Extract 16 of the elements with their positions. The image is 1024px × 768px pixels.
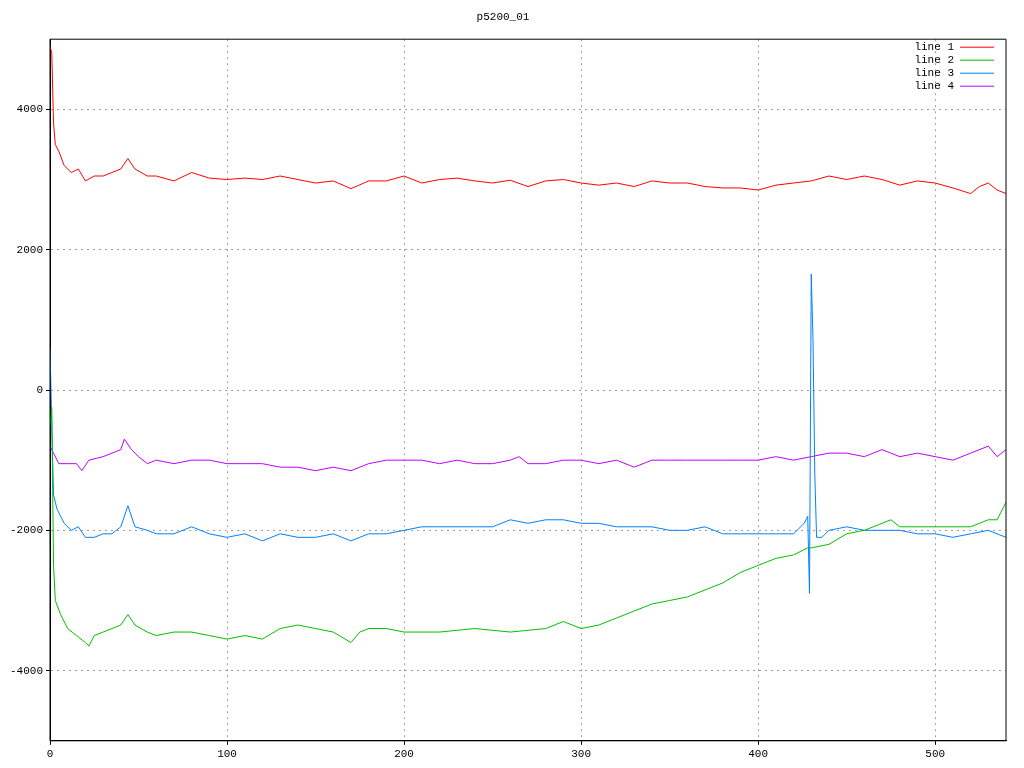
legend-label: line 1: [914, 41, 955, 54]
y-tick-label: -2000: [9, 524, 43, 537]
legend-label: line 2: [914, 54, 954, 67]
y-tick-label: 0: [36, 383, 43, 396]
x-tick-label: 200: [394, 748, 414, 761]
x-tick-label: 100: [217, 748, 237, 761]
y-tick-label: 4000: [16, 103, 43, 116]
legend-label: line 4: [914, 80, 955, 93]
y-tick-label: -4000: [9, 664, 43, 677]
chart-title: p5200_01: [476, 10, 530, 23]
y-tick-label: 2000: [16, 243, 43, 256]
legend-label: line 3: [914, 67, 954, 80]
x-tick-label: 300: [571, 748, 592, 761]
x-tick-label: 0: [46, 748, 54, 761]
x-tick-label: 400: [748, 748, 769, 761]
x-tick-label: 500: [925, 748, 946, 761]
